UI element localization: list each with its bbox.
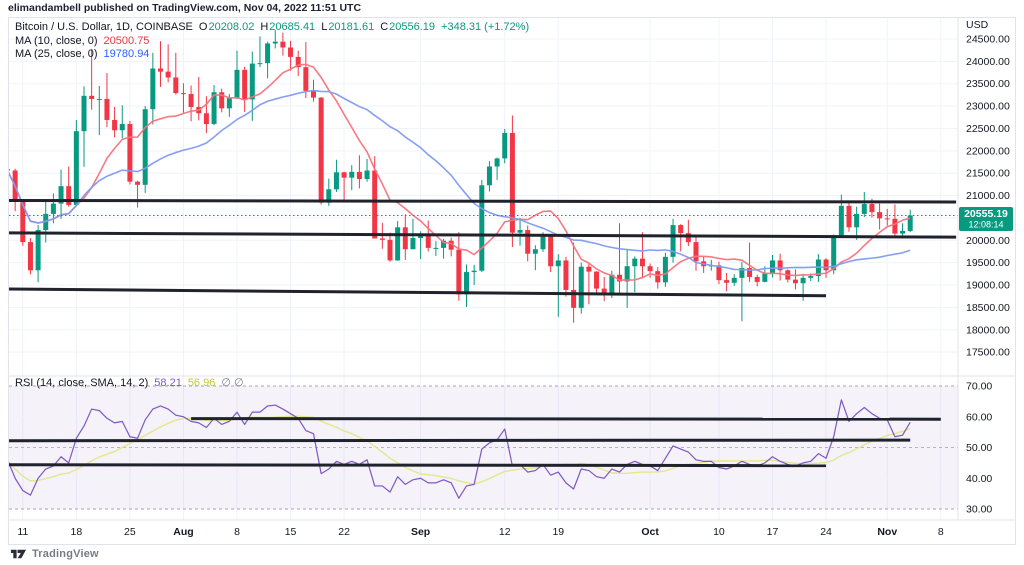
svg-text:19000.00: 19000.00 — [966, 280, 1010, 292]
svg-text:Oct: Oct — [641, 526, 659, 538]
svg-text:19: 19 — [552, 526, 564, 538]
attribution-text: elimandambell published on TradingView.c… — [8, 2, 362, 14]
svg-text:50.00: 50.00 — [966, 442, 992, 454]
chart-canvas[interactable]: USD 24500.00 24000.00 23500.00 23000.00 22500… — [9, 18, 1015, 544]
svg-text:USD: USD — [966, 19, 989, 31]
svg-text:12: 12 — [499, 526, 511, 538]
svg-text:24: 24 — [820, 526, 832, 538]
svg-text:18: 18 — [71, 526, 83, 538]
svg-text:40.00: 40.00 — [966, 473, 992, 485]
svg-text:23500.00: 23500.00 — [966, 78, 1010, 90]
svg-text:21500.00: 21500.00 — [966, 168, 1010, 180]
svg-text:22000.00: 22000.00 — [966, 145, 1010, 157]
svg-text:22: 22 — [338, 526, 350, 538]
svg-text:8: 8 — [234, 526, 240, 538]
svg-text:18000.00: 18000.00 — [966, 324, 1010, 336]
svg-text:17500.00: 17500.00 — [966, 347, 1010, 359]
svg-text:8: 8 — [938, 526, 944, 538]
svg-text:24500.00: 24500.00 — [966, 34, 1010, 46]
svg-text:24000.00: 24000.00 — [966, 56, 1010, 68]
svg-text:18500.00: 18500.00 — [966, 302, 1010, 314]
svg-text:23000.00: 23000.00 — [966, 101, 1010, 113]
svg-text:30.00: 30.00 — [966, 504, 992, 516]
svg-text:15: 15 — [285, 526, 297, 538]
svg-text:Sep: Sep — [411, 526, 430, 538]
tradingview-logo-icon[interactable] — [10, 547, 27, 561]
svg-text:11: 11 — [17, 526, 28, 538]
svg-text:70.00: 70.00 — [966, 381, 992, 393]
svg-text:12:08:14: 12:08:14 — [968, 220, 1003, 230]
svg-text:19500.00: 19500.00 — [966, 257, 1010, 269]
chart-widget: USD 24500.00 24000.00 23500.00 23000.00 22500… — [8, 17, 1016, 545]
svg-text:17: 17 — [767, 526, 779, 538]
svg-text:20555.19: 20555.19 — [964, 208, 1008, 220]
svg-text:60.00: 60.00 — [966, 411, 992, 423]
svg-text:20000.00: 20000.00 — [966, 235, 1010, 247]
svg-text:10: 10 — [713, 526, 725, 538]
svg-text:Nov: Nov — [877, 526, 897, 538]
svg-text:22500.00: 22500.00 — [966, 123, 1010, 135]
svg-text:25: 25 — [124, 526, 136, 538]
svg-text:21000.00: 21000.00 — [966, 190, 1010, 202]
tradingview-brand-text[interactable]: TradingView — [32, 548, 99, 560]
svg-text:Aug: Aug — [173, 526, 193, 538]
footer: TradingView — [10, 547, 99, 561]
